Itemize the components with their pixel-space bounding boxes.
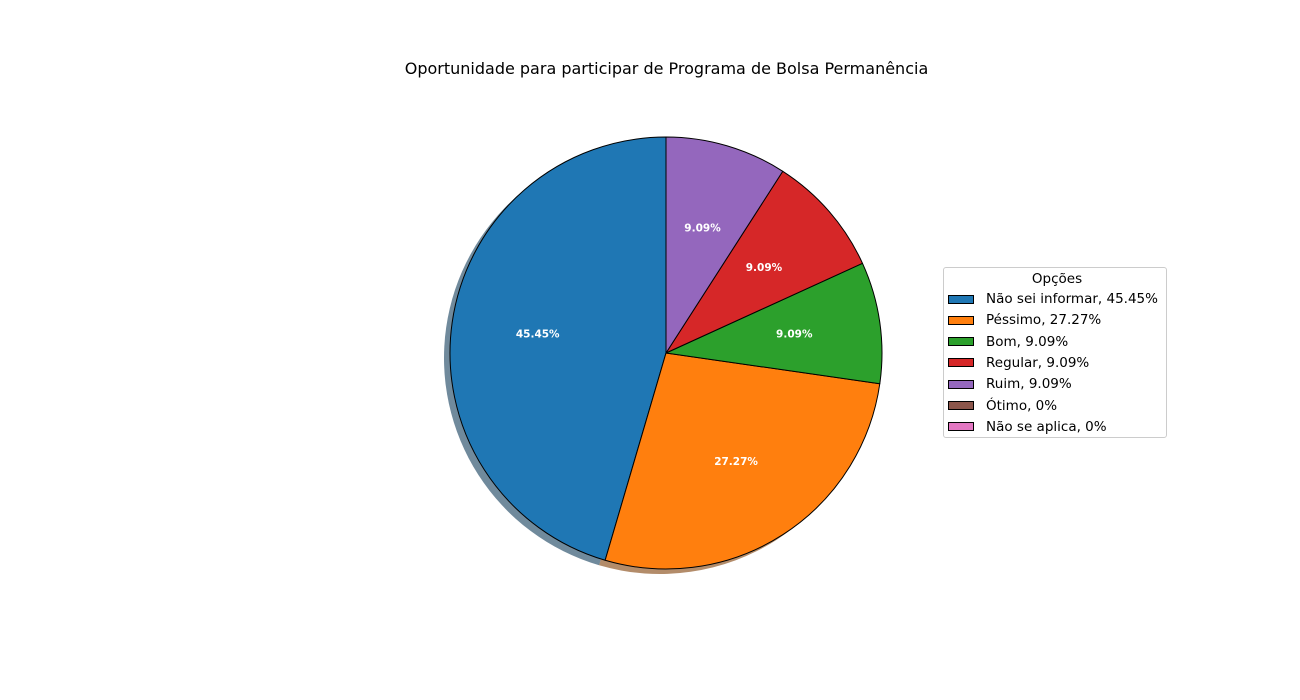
- legend-swatch-regular: [948, 358, 974, 368]
- legend-label-bom: Bom, 9.09%: [986, 333, 1069, 350]
- slice-label-nao-sei-informar: 45.45%: [516, 329, 560, 341]
- chart-legend: Opções Não sei informar, 45.45% Péssimo, …: [943, 267, 1167, 438]
- legend-entry-ruim: Ruim, 9.09%: [948, 375, 1072, 393]
- legend-swatch-ruim: [948, 379, 974, 389]
- legend-label-ruim: Ruim, 9.09%: [986, 376, 1072, 393]
- slice-label-regular: 9.09%: [746, 262, 783, 274]
- legend-label-regular: Regular, 9.09%: [986, 354, 1090, 371]
- legend-swatch-otimo: [948, 401, 974, 410]
- legend-entry-bom: Bom, 9.09%: [948, 333, 1068, 351]
- legend-label-pessimo: Péssimo, 27.27%: [986, 312, 1102, 329]
- chart-title: Oportunidade para participar de Programa…: [404, 59, 929, 78]
- legend-swatch-pessimo: [948, 315, 974, 325]
- legend-label-otimo: Ótimo, 0%: [986, 397, 1058, 414]
- legend-title: Opções: [1031, 271, 1083, 287]
- pie-slice-bom: [665, 262, 883, 385]
- legend-swatch-bom: [948, 337, 974, 347]
- legend-label-nao-sei-informar: Não sei informar, 45.45%: [986, 291, 1158, 307]
- pie-slices: [449, 136, 883, 570]
- legend-entry-nao-se-aplica: Não se aplica, 0%: [948, 418, 1107, 436]
- pie-slice-regular: [665, 170, 863, 354]
- legend-entry-nao-sei-informar: Não sei informar, 45.45%: [948, 290, 1158, 308]
- pie-slice-nao-sei-informar: [449, 136, 667, 561]
- pie-slice-ruim: [665, 136, 784, 354]
- legend-entry-regular: Regular, 9.09%: [948, 354, 1089, 372]
- legend-swatch-nao-se-aplica: [948, 422, 974, 432]
- legend-entry-pessimo: Péssimo, 27.27%: [948, 311, 1101, 329]
- slice-label-bom: 9.09%: [776, 329, 813, 341]
- legend-label-nao-se-aplica: Não se aplica, 0%: [986, 418, 1107, 435]
- slice-label-ruim: 9.09%: [684, 223, 721, 235]
- pie-labels: 45.45% 27.27% 9.09% 9.09% 9.09%: [516, 223, 813, 468]
- pie-slice-pessimo: [604, 352, 881, 570]
- legend-entry-otimo: Ótimo, 0%: [948, 397, 1057, 415]
- slice-label-pessimo: 27.27%: [714, 456, 758, 468]
- legend-swatch-nao-sei-informar: [948, 294, 974, 304]
